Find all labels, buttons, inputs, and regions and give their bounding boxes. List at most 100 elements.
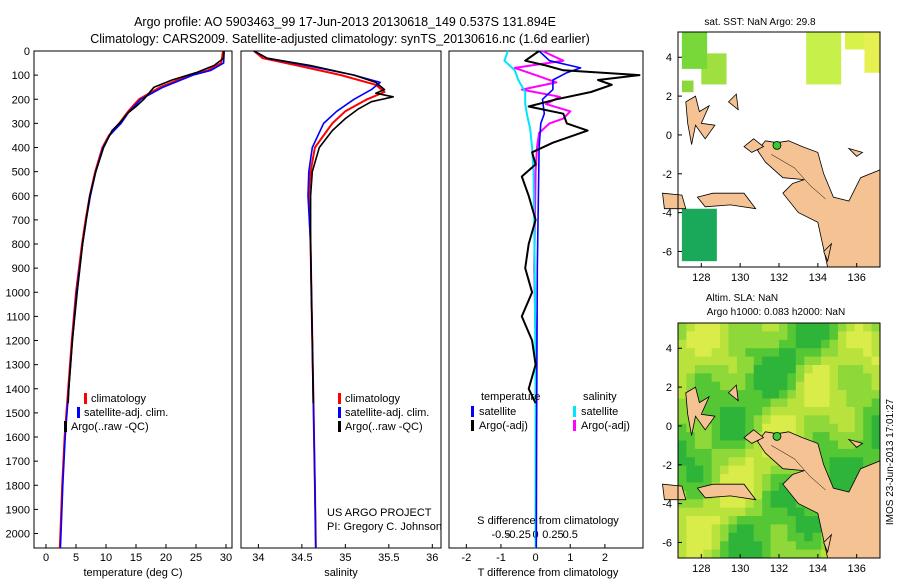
sla-cell — [694, 390, 704, 400]
temperature-series-satellite-adj-clim- — [59, 50, 225, 549]
sla-cell — [846, 440, 856, 450]
sla-cell — [795, 549, 805, 559]
s-diff-tick-label: -0.25 — [506, 529, 531, 541]
sla-cell — [854, 323, 864, 332]
difference-axes-frame — [448, 50, 644, 549]
temperature-tick-label: 0 — [43, 552, 49, 564]
sla-cell — [686, 524, 696, 534]
sla-cell — [753, 331, 763, 341]
sla-cell — [829, 356, 839, 366]
sla-cell — [736, 406, 746, 416]
depth-tick-label: 1700 — [6, 456, 30, 468]
sla-cell — [829, 415, 839, 425]
sla-cell — [694, 541, 704, 551]
temperature-series-argo-raw-qc- — [67, 51, 225, 404]
sla-cell — [703, 381, 713, 391]
sla-cell — [812, 339, 822, 349]
sla-cell — [779, 532, 788, 542]
legend-title-temperature: temperature — [481, 391, 540, 403]
sla-cell — [821, 364, 830, 374]
sla-cell — [837, 457, 847, 467]
sla-cell — [703, 323, 713, 332]
sla-cell — [770, 364, 780, 374]
sla-cell — [804, 348, 814, 358]
sla-cell — [694, 348, 704, 358]
sla-cell — [770, 373, 780, 383]
sla-cell — [728, 356, 738, 366]
sla-cell — [728, 381, 738, 391]
sla-cell — [728, 465, 738, 475]
sla-cell — [854, 406, 864, 416]
sla-cell — [837, 406, 847, 416]
map-lon-label: 132 — [770, 563, 788, 575]
sla-cell — [703, 364, 713, 374]
land-mass — [662, 192, 687, 210]
sla-cell — [779, 381, 788, 391]
sla-cell — [736, 549, 746, 559]
sla-cell — [762, 398, 772, 408]
sla-cell — [804, 532, 814, 542]
sla-cell — [837, 432, 847, 441]
sla-cell — [846, 457, 856, 467]
sla-cell — [703, 499, 713, 509]
sla-cell — [686, 373, 696, 383]
sla-cell — [720, 541, 729, 551]
salinity-series-satellite-adj-clim- — [253, 50, 381, 549]
t-diff-tick-label: 0 — [533, 552, 539, 564]
sla-cell — [711, 356, 721, 366]
temperature-series-climatology — [58, 50, 224, 549]
sla-cell — [821, 432, 830, 441]
sla-cell — [678, 323, 687, 332]
sla-cell — [804, 339, 814, 349]
sla-cell — [694, 331, 704, 341]
sla-cell — [762, 541, 772, 551]
sla-cell — [736, 364, 746, 374]
sla-cell — [703, 406, 713, 416]
sla-cell — [762, 348, 772, 358]
sla-cell — [812, 381, 822, 391]
sla-cell — [686, 507, 696, 517]
sla-cell — [762, 364, 772, 374]
sla-map-axes: 128 130 132 134 136 4 2 0 -2 -4 -6 — [662, 343, 866, 575]
sla-cell — [779, 482, 788, 492]
sla-cell — [812, 390, 822, 400]
sla-cell — [837, 423, 847, 433]
sla-cell — [795, 406, 805, 416]
depth-tick-label: 1000 — [6, 287, 30, 299]
sla-cell — [736, 507, 746, 517]
sla-cell — [720, 440, 729, 450]
land-mass — [847, 147, 864, 157]
sla-cell — [720, 348, 729, 358]
sla-cell — [694, 423, 704, 433]
sla-cell — [863, 415, 873, 425]
sla-cell — [804, 432, 814, 441]
sla-cell — [787, 532, 797, 542]
sla-cell — [787, 406, 797, 416]
sla-cell — [787, 465, 797, 475]
sla-cell — [686, 457, 696, 467]
sla-cell — [804, 381, 814, 391]
sla-cell — [871, 398, 881, 408]
temperature-xlabel: temperature (deg C) — [83, 567, 182, 579]
sla-cell — [846, 348, 856, 358]
sla-cell — [871, 348, 881, 358]
sla-cell — [871, 440, 881, 450]
sla-cell — [686, 331, 696, 341]
sst-map: sat. SST: NaN Argo: 29.8 128 130 132 134 136… — [662, 17, 881, 284]
sla-cell — [694, 507, 704, 517]
sla-cell — [846, 432, 856, 441]
sla-cell — [678, 390, 687, 400]
sla-cell — [728, 524, 738, 534]
sla-cell — [770, 490, 780, 500]
sla-cell — [703, 339, 713, 349]
sla-cell — [711, 323, 721, 332]
sla-cell — [728, 415, 738, 425]
sla-cell — [736, 532, 746, 542]
sla-cell — [728, 507, 738, 517]
sla-cell — [745, 465, 755, 475]
sla-cell — [694, 364, 704, 374]
sla-cell — [837, 339, 847, 349]
legend-swatch-climatology — [84, 393, 87, 404]
sla-cell — [863, 348, 873, 358]
sla-cell — [837, 398, 847, 408]
